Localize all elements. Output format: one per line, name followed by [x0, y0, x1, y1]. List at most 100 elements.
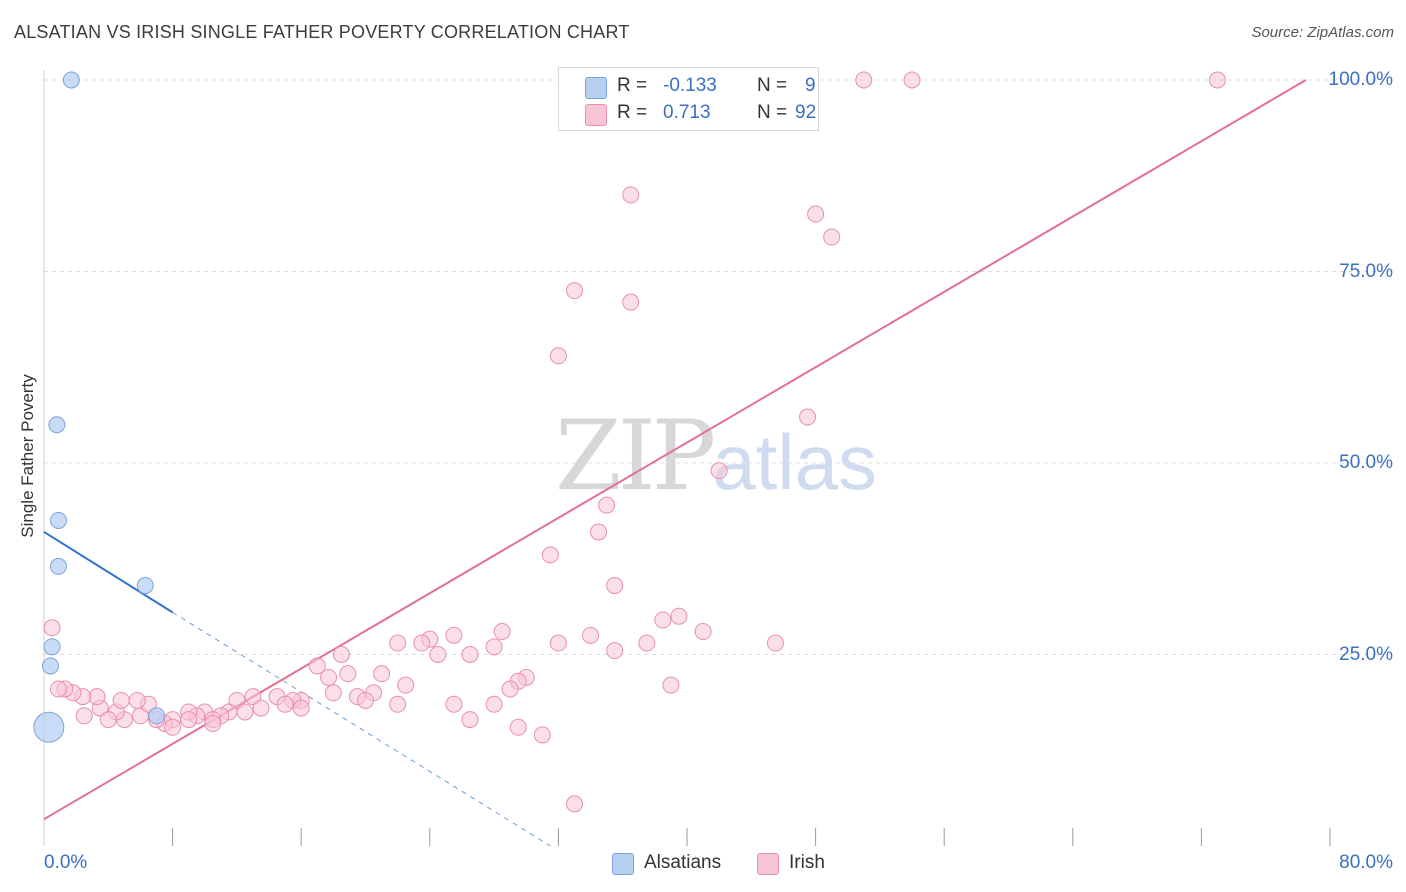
irish-point	[164, 718, 182, 736]
irish-point	[485, 695, 503, 713]
irish-swatch	[585, 104, 607, 126]
data-points	[33, 71, 1226, 813]
irish-point	[397, 676, 415, 694]
irish-point	[252, 699, 270, 717]
irish-point	[413, 634, 431, 652]
irish-point	[389, 634, 407, 652]
irish-point	[622, 293, 640, 311]
irish-point	[244, 688, 262, 706]
x-tick-label: 80.0%	[1339, 852, 1393, 873]
irish-point	[461, 711, 479, 729]
irish-point	[320, 668, 338, 686]
irish-point	[606, 577, 624, 595]
irish-point	[128, 691, 146, 709]
alsatians-point	[136, 577, 154, 595]
alsatians-point	[41, 657, 59, 675]
irish-point	[565, 795, 583, 813]
irish-point	[606, 642, 624, 660]
irish-point	[541, 546, 559, 564]
irish-point	[49, 680, 67, 698]
irish-point	[43, 619, 61, 637]
irish-point	[565, 282, 583, 300]
irish-point	[493, 623, 511, 641]
alsatians-point	[33, 711, 65, 743]
irish-point	[807, 205, 825, 223]
irish-point	[549, 634, 567, 652]
irish-point	[373, 665, 391, 683]
irish-point	[582, 626, 600, 644]
irish-point	[1208, 71, 1226, 89]
source-label[interactable]: Source: ZipAtlas.com	[1251, 24, 1394, 41]
irish-point	[75, 707, 93, 725]
irish-point	[485, 638, 503, 656]
irish-point	[236, 703, 254, 721]
irish-point	[204, 714, 222, 732]
y-tick-label: 50.0%	[1339, 452, 1393, 473]
irish-point	[339, 665, 357, 683]
alsatians-trend-extension	[172, 611, 551, 847]
irish-point	[99, 711, 117, 729]
irish-point	[112, 691, 130, 709]
irish-point	[445, 695, 463, 713]
irish-point	[654, 611, 672, 629]
irish-point	[694, 623, 712, 641]
alsatians-point	[43, 638, 61, 656]
y-tick-label: 75.0%	[1339, 260, 1393, 282]
irish-point	[799, 408, 817, 426]
irish-point	[622, 186, 640, 204]
irish-point	[429, 646, 447, 663]
n-label: N =	[757, 75, 788, 96]
irish-point	[549, 347, 567, 365]
irish-point	[509, 718, 527, 736]
legend-label-irish: Irish	[789, 852, 825, 873]
irish-point	[590, 523, 608, 541]
irish-point	[670, 607, 688, 625]
alsatians-point	[48, 416, 66, 434]
r-label: R =	[617, 102, 648, 123]
irish-point	[308, 657, 326, 675]
irish-point	[638, 634, 656, 652]
n-label: N =	[757, 102, 788, 123]
r-label: R =	[617, 75, 648, 96]
irish-point	[228, 691, 246, 709]
irish-point	[332, 646, 350, 663]
irish-point	[88, 688, 106, 706]
irish-point	[292, 699, 310, 717]
alsatians-point	[62, 71, 80, 89]
irish-point	[276, 695, 294, 713]
grid	[44, 79, 1392, 655]
irish-point	[766, 634, 784, 652]
irish-swatch	[757, 853, 779, 875]
irish-point	[533, 726, 551, 744]
r-value: -0.133	[663, 75, 717, 96]
chart-title: ALSATIAN VS IRISH SINGLE FATHER POVERTY …	[14, 22, 630, 42]
irish-point	[357, 691, 374, 709]
irish-point	[180, 711, 198, 729]
irish-point	[501, 680, 519, 698]
alsatians-point	[49, 511, 67, 529]
irish-point	[823, 228, 841, 246]
y-tick-label: 25.0%	[1339, 643, 1393, 665]
n-value: 9	[805, 75, 816, 96]
irish-point	[903, 71, 921, 89]
alsatians-swatch	[585, 77, 607, 99]
irish-point	[598, 496, 616, 514]
stats-legend: R = -0.133 N = 9 R = 0.713 N = 92	[558, 67, 819, 131]
axes	[43, 70, 1331, 846]
alsatians-point	[148, 707, 166, 725]
y-tick-label: 100.0%	[1328, 69, 1393, 90]
irish-point	[461, 646, 479, 663]
r-value: 0.713	[663, 102, 711, 123]
irish-point	[445, 626, 463, 644]
legend-label-alsatians: Alsatians	[644, 852, 722, 873]
irish-point	[324, 684, 342, 702]
x-tick-label: 0.0%	[44, 852, 88, 873]
irish-point	[855, 71, 873, 89]
alsatians-trend-line	[43, 531, 174, 614]
n-value: 92	[795, 102, 817, 123]
irish-point	[710, 462, 728, 480]
alsatians-swatch	[612, 853, 634, 875]
irish-point	[662, 676, 680, 694]
alsatians-point	[49, 557, 67, 575]
